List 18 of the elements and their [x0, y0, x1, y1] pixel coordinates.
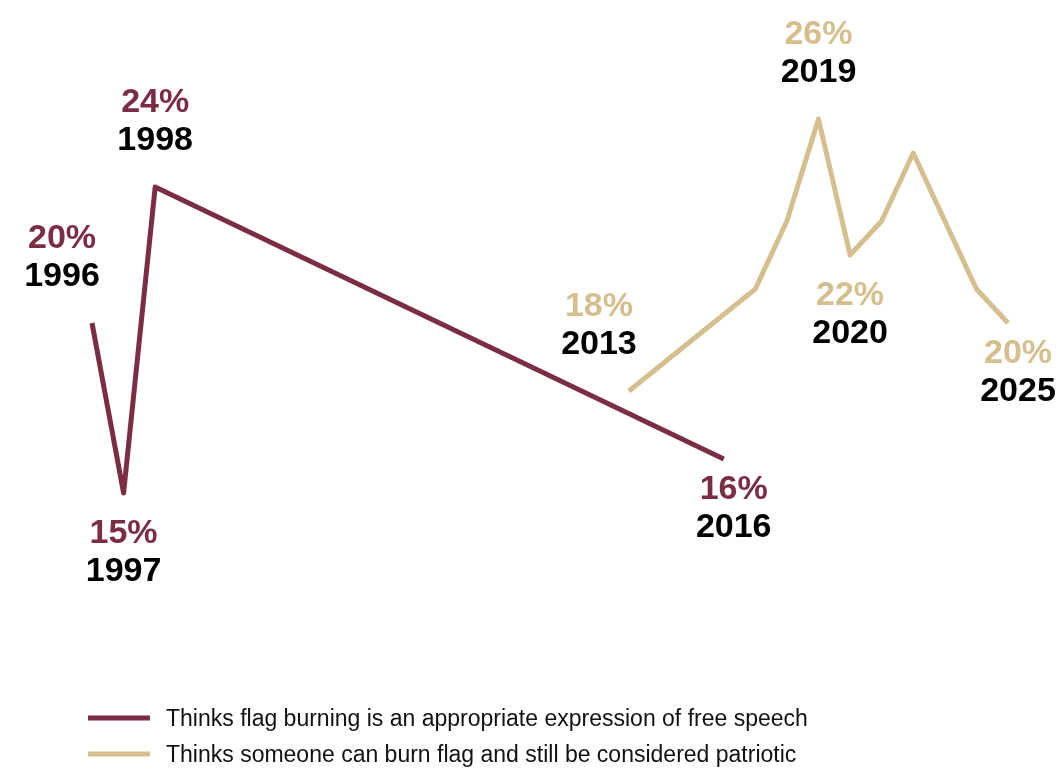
- data-label: 20%: [983, 332, 1053, 370]
- data-label: 20%: [27, 217, 97, 255]
- text: 2019: [780, 51, 857, 89]
- data-label: 15%: [89, 512, 158, 550]
- annotation: 1998: [117, 119, 193, 157]
- text: 1997: [85, 550, 162, 588]
- text: 2016: [695, 506, 772, 544]
- annotation: 2020: [812, 312, 888, 350]
- annotation: 2025: [980, 370, 1056, 408]
- legend-label: Thinks flag burning is an appropriate expression of free speech: [166, 705, 808, 731]
- annotation: 1996: [24, 255, 100, 293]
- data-label: 24%: [121, 81, 190, 119]
- data-label: 26%: [784, 13, 853, 51]
- annotation: 2013: [561, 323, 637, 361]
- legend-label: Thinks someone can burn flag and still be considered patriotic: [166, 741, 797, 767]
- data-label: 22%: [816, 274, 885, 312]
- data-label: 16%: [699, 468, 768, 506]
- data-label: 18%: [564, 285, 633, 323]
